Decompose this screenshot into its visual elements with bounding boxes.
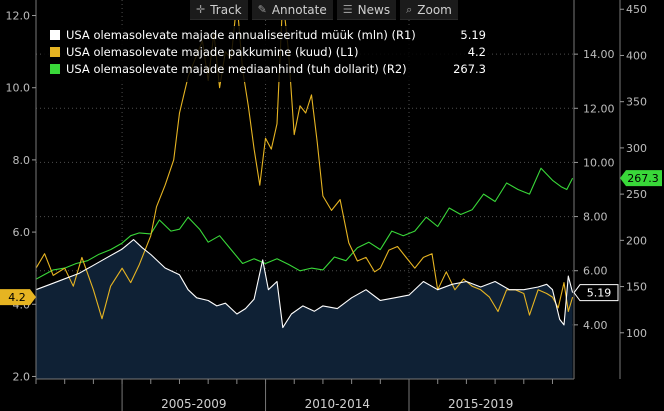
news-button[interactable]: ☰ News — [336, 0, 397, 20]
supply-value-text: 4.2 — [8, 291, 26, 304]
left-tick-label: 2.0 — [13, 370, 31, 383]
legend-label: USA olemasolevate majade annualiseeritud… — [66, 28, 416, 42]
x-tick-label: 2005-2009 — [161, 397, 226, 411]
magnifier-icon: ⌕ — [406, 2, 413, 16]
legend-value: 5.19 — [460, 28, 486, 42]
middle-tick-label: 6.00 — [583, 265, 608, 278]
left-tick-label: 6.0 — [13, 226, 31, 239]
supply-value-tag — [0, 289, 36, 306]
middle-tick-label: 8.00 — [583, 211, 608, 224]
left-tick-label: 10.0 — [6, 82, 31, 95]
legend: USA olemasolevate majade annualiseeritud… — [44, 26, 490, 82]
value-tags: 4.2 5.19 267.3 — [0, 170, 662, 306]
annotate-button[interactable]: ✎ Annotate — [251, 0, 333, 20]
zoom-button[interactable]: ⌕ Zoom — [400, 0, 458, 20]
chart-toolbar: ✛ Track ✎ Annotate ☰ News ⌕ Zoom — [190, 0, 458, 20]
legend-swatch — [50, 47, 60, 57]
right-tick-label: 400 — [626, 49, 647, 62]
series-line-2 — [35, 167, 574, 280]
series-layer — [35, 0, 574, 379]
right-tick-label: 150 — [626, 281, 647, 294]
right-tick-label: 100 — [626, 327, 647, 340]
x-axis-band — [36, 379, 574, 411]
right-axis-panel — [574, 0, 664, 411]
legend-label: USA olemasolevate majade mediaanhind (tu… — [66, 62, 407, 76]
legend-label: USA olemasolevate majade pakkumine (kuud… — [66, 45, 358, 59]
left-tick-label: 8.0 — [13, 154, 31, 167]
track-label: Track — [210, 2, 242, 17]
left-tick-label: 12.0 — [6, 10, 31, 23]
news-label: News — [357, 2, 391, 17]
right-tick-label: 450 — [626, 3, 647, 16]
legend-value: 4.2 — [468, 45, 486, 59]
legend-value: 267.3 — [453, 62, 486, 76]
right-tick-label: 200 — [626, 234, 647, 247]
middle-tick-label: 12.00 — [583, 102, 615, 115]
sales-value-text: 5.19 — [587, 287, 612, 300]
series-line-1 — [35, 0, 574, 320]
legend-swatch — [50, 64, 60, 74]
crosshair-icon: ✛ — [196, 3, 206, 16]
middle-tick-label: 10.00 — [583, 156, 615, 169]
price-value-text: 267.3 — [627, 172, 659, 185]
annotate-label: Annotate — [271, 2, 327, 17]
track-button[interactable]: ✛ Track — [190, 0, 248, 20]
legend-box — [44, 26, 490, 82]
price-value-tag — [620, 170, 662, 187]
x-tick-label: 2015-2019 — [448, 397, 513, 411]
zoom-label: Zoom — [417, 2, 452, 17]
series-area-0 — [36, 239, 573, 379]
legend-swatch — [50, 30, 60, 40]
pencil-icon: ✎ — [257, 3, 267, 16]
x-tick-label: 2010-2014 — [305, 397, 370, 411]
series-line-0 — [35, 239, 574, 329]
middle-tick-label: 14.00 — [583, 48, 615, 61]
newspaper-icon: ☰ — [342, 3, 353, 16]
sales-value-tag — [573, 284, 619, 302]
middle-tick-label: 4.00 — [583, 319, 608, 332]
right-tick-label: 250 — [626, 188, 647, 201]
right-tick-label: 300 — [626, 142, 647, 155]
axes: 12.010.08.06.04.02.014.0012.0010.008.006… — [6, 0, 664, 411]
right-tick-label: 350 — [626, 96, 647, 109]
